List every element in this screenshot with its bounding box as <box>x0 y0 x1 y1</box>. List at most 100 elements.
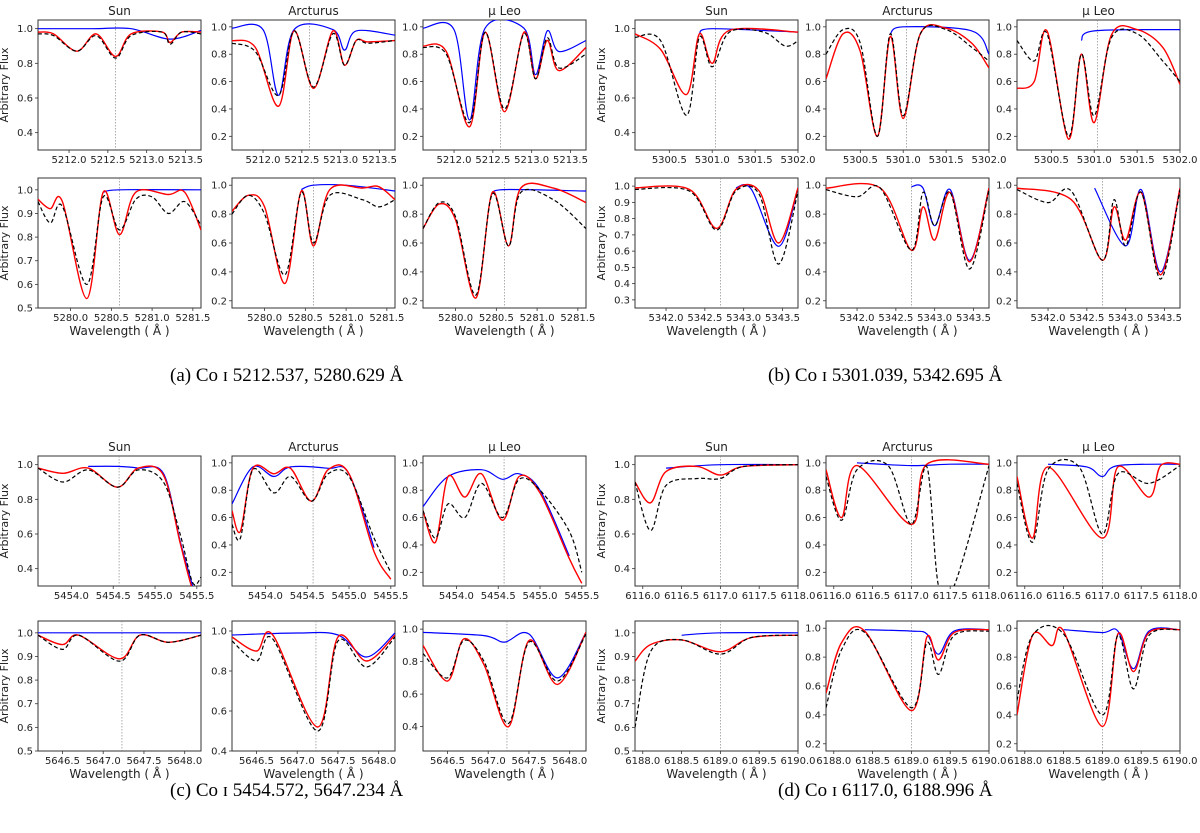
panel-c-top2: Arcturus 5454.0 5454.5 5455.0 5455.5 0.2 0.4 0.… <box>211 440 408 602</box>
x-axis-label: Wavelength ( Å ) <box>857 323 957 338</box>
y-tick-label: 1.0 <box>402 181 418 192</box>
x-tick-label: 5213.5 <box>362 155 397 166</box>
synthetic-spectrum-line <box>38 189 201 300</box>
y-tick-label: 0.6 <box>614 723 630 734</box>
y-tick-label: 0.4 <box>211 747 227 758</box>
panel-frame <box>825 455 990 587</box>
y-tick-label: 0.4 <box>211 267 227 278</box>
y-tick-label: 0.4 <box>402 267 418 278</box>
y-tick-label: 0.6 <box>17 94 33 105</box>
x-tick-label: 5647.0 <box>280 756 315 767</box>
observed-spectrum-line <box>826 459 989 586</box>
y-axis-label: Arbitrary Flux <box>0 47 11 123</box>
y-tick-label: 0.8 <box>17 59 33 70</box>
x-tick-label: 5301.5 <box>1120 155 1155 166</box>
panel-c-bot3: 5646.5 5647.0 5647.5 5648.0 0.4 0.6 0.8 1.0 Wave… <box>402 620 587 781</box>
x-tick-label: 5301.5 <box>929 155 964 166</box>
x-tick-label: 6118.0 <box>1163 591 1198 602</box>
x-tick-label: 5280.5 <box>479 313 514 324</box>
y-tick-label: 0.4 <box>996 267 1012 278</box>
y-axis-label: Arbitrary Flux <box>0 648 11 724</box>
panel-title: μ Leo <box>488 4 521 18</box>
panel-frame <box>37 19 202 151</box>
x-tick-label: 6118.0 <box>972 591 1007 602</box>
y-axis-label: Arbitrary Flux <box>595 483 608 559</box>
panel-a-top3: μ Leo 5212.0 5212.5 5213.0 5213.5 0.2 0.4 0.6 0.… <box>402 4 588 166</box>
y-tick-label: 0.6 <box>17 723 33 734</box>
synthetic-spectrum-line <box>635 634 798 662</box>
x-tick-label: 5646.5 <box>45 756 80 767</box>
plot-area <box>635 20 798 150</box>
observed-spectrum-line <box>635 185 798 265</box>
x-tick-label: 6116.0 <box>1007 591 1042 602</box>
synthetic-no-line-spectrum <box>38 27 201 40</box>
plot-area <box>1017 20 1180 150</box>
panel-d-top3: μ Leo 6116.0 6116.5 6117.0 6117.5 6118.0 0.2 0.… <box>996 440 1197 602</box>
y-tick-label: 1.0 <box>805 181 821 192</box>
plot-area <box>826 178 989 308</box>
y-tick-label: 0.6 <box>805 239 821 250</box>
x-tick-label: 5454.5 <box>96 591 131 602</box>
observed-spectrum-line <box>635 28 798 116</box>
x-tick-label: 5281.0 <box>329 313 364 324</box>
panel-title: Sun <box>705 4 728 18</box>
plot-area <box>423 456 583 586</box>
plot-area <box>1017 178 1180 308</box>
y-tick-label: 0.8 <box>17 495 33 506</box>
x-tick-label: 5342.0 <box>840 313 875 324</box>
synthetic-spectrum-line <box>635 183 798 244</box>
panel-frame <box>634 19 799 151</box>
plot-area <box>635 621 798 751</box>
y-tick-label: 0.4 <box>614 128 630 139</box>
panel-title: Arcturus <box>882 440 933 454</box>
y-tick-label: 0.2 <box>211 132 227 143</box>
x-tick-label: 5302.0 <box>972 155 1007 166</box>
panel-d-bot3: 6188.0 6188.5 6189.0 6189.5 6190.0 0.2 0.4 0.6 0… <box>996 620 1198 781</box>
y-tick-label: 0.6 <box>805 77 821 88</box>
panel-b-top: Sun 5300.5 5301.0 5301.5 5302.0 0.4 0.6 0.8 1.0 A… <box>595 4 816 166</box>
x-tick-label: 6189.0 <box>1085 756 1120 767</box>
x-tick-label: 6117.5 <box>1124 591 1159 602</box>
caption-b: (b) Co ɪ 5301.039, 5342.695 Å <box>768 365 1003 386</box>
y-tick-label: 0.6 <box>805 682 821 693</box>
synthetic-no-line-spectrum <box>423 631 586 679</box>
y-tick-label: 0.4 <box>211 540 227 551</box>
y-tick-label: 0.9 <box>17 652 33 663</box>
panel-frame <box>634 620 799 752</box>
plot-area <box>826 20 989 150</box>
panel-d-bot: 6188.0 6188.5 6189.0 6189.5 6190.0 0.5 0.6 0.7 0… <box>595 620 816 781</box>
y-tick-label: 1.0 <box>805 624 821 635</box>
panel-a-top: Sun 5212.0 5212.5 5213.0 5213.5 0.4 0.6 0.8 1.0 A… <box>0 4 203 166</box>
panel-frame <box>37 455 202 587</box>
y-tick-label: 0.8 <box>996 653 1012 664</box>
y-tick-label: 0.2 <box>805 132 821 143</box>
panel-title: μ Leo <box>1082 4 1115 18</box>
y-tick-label: 0.2 <box>402 132 418 143</box>
plot-area <box>232 178 395 308</box>
y-tick-label: 0.6 <box>402 239 418 250</box>
y-tick-label: 0.8 <box>211 210 227 221</box>
plot-area <box>232 456 392 586</box>
y-tick-label: 0.8 <box>402 210 418 221</box>
observed-spectrum-line <box>826 628 989 709</box>
panel-frame <box>422 19 587 151</box>
x-tick-label: 6188.0 <box>816 756 851 767</box>
x-axis-label: Wavelength ( Å ) <box>263 323 363 338</box>
x-tick-label: 5647.0 <box>471 756 506 767</box>
x-tick-label: 6188.5 <box>664 756 699 767</box>
panel-title: Sun <box>108 440 131 454</box>
x-tick-label: 5212.0 <box>52 155 87 166</box>
panel-d-bot2: 6188.0 6188.5 6189.0 6189.5 6190.0 0.2 0.4 0.6 0… <box>805 620 1007 781</box>
y-tick-label: 0.3 <box>614 295 630 306</box>
y-tick-label: 0.4 <box>805 710 821 721</box>
y-tick-label: 0.8 <box>402 486 418 497</box>
y-tick-label: 0.5 <box>17 747 33 758</box>
y-tick-label: 0.4 <box>614 279 630 290</box>
y-tick-label: 0.8 <box>805 486 821 497</box>
y-axis-label: Arbitrary Flux <box>595 47 608 123</box>
x-tick-label: 6117.0 <box>703 591 738 602</box>
x-tick-label: 5342.5 <box>1069 313 1104 324</box>
x-axis-label: Wavelength ( Å ) <box>263 766 363 781</box>
panel-c-bot2: 5646.5 5647.0 5647.5 5648.0 0.4 0.6 0.8 1.0 Wave… <box>211 620 396 781</box>
y-tick-label: 1.0 <box>211 458 227 469</box>
